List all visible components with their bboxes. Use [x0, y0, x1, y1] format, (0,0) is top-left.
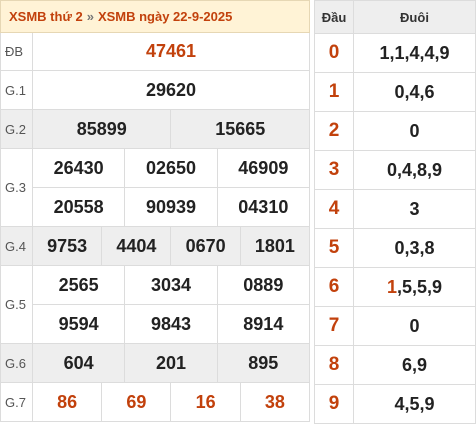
prize-row-db: ĐB 47461 — [0, 32, 310, 71]
prize-label-g1: G.1 — [0, 70, 33, 110]
prize-number: 9753 — [31, 226, 103, 266]
dau-digit: 9 — [314, 384, 354, 424]
dau-digit: 4 — [314, 189, 354, 229]
prize-number: 69 — [101, 382, 172, 422]
prize-label-g7: G.7 — [0, 382, 33, 422]
duoi-rest-digits: ,5,5,9 — [396, 276, 443, 297]
prize-row-g2: G.2 85899 15665 — [0, 109, 310, 149]
dau-column-header: Đầu — [314, 0, 354, 34]
dau-duoi-row: 5 0,3,8 — [314, 228, 476, 268]
duoi-highlight-digit: 1 — [386, 276, 397, 297]
prize-number: 9594 — [31, 304, 126, 344]
xsmb-weekday-link[interactable]: XSMB thứ 2 — [9, 9, 83, 24]
dau-duoi-row: 0 1,1,4,4,9 — [314, 33, 476, 73]
prize-row-g3: G.3 26430 02650 46909 — [0, 148, 311, 227]
xsmb-date-link[interactable]: XSMB ngày 22-9-2025 — [97, 9, 233, 24]
dau-duoi-row: 2 0 — [314, 111, 476, 151]
dau-duoi-row: 6 1,5,5,9 — [314, 267, 476, 307]
duoi-digits: 6,9 — [353, 345, 476, 385]
prize-number: 47461 — [32, 32, 310, 71]
dau-duoi-row: 7 0 — [314, 306, 476, 346]
prize-number: 26430 — [31, 148, 126, 188]
prize-number: 9843 — [124, 304, 218, 344]
prize-label-g5: G.5 — [0, 265, 33, 344]
duoi-digits: 1,1,4,4,9 — [353, 33, 476, 73]
duoi-digits: 1,5,5,9 — [353, 267, 476, 307]
dau-duoi-table: Đầu Đuôi 0 1,1,4,4,9 1 0,4,6 2 0 3 0,4,8… — [314, 0, 476, 424]
prize-number: 02650 — [124, 148, 218, 188]
dau-digit: 7 — [314, 306, 354, 346]
prize-number: 04310 — [216, 187, 311, 227]
prize-number: 604 — [31, 343, 126, 383]
dau-duoi-row: 8 6,9 — [314, 345, 476, 385]
duoi-digits: 0,4,6 — [353, 72, 476, 112]
prize-number: 90939 — [124, 187, 218, 227]
prize-number: 29620 — [32, 70, 310, 110]
prize-number: 0670 — [170, 226, 241, 266]
duoi-digits: 4,5,9 — [353, 384, 476, 424]
prize-label-g4: G.4 — [0, 226, 33, 266]
prize-label-db: ĐB — [0, 32, 33, 71]
duoi-digits: 0 — [353, 111, 476, 151]
dau-digit: 0 — [314, 33, 354, 73]
prize-number: 46909 — [216, 148, 311, 188]
prize-number: 0889 — [216, 265, 311, 305]
dau-duoi-row: 4 3 — [314, 189, 476, 229]
prize-number: 1801 — [239, 226, 311, 266]
prize-number: 201 — [124, 343, 218, 383]
prize-number: 20558 — [31, 187, 126, 227]
prize-row-g7: G.7 86 69 16 38 — [0, 382, 311, 422]
prize-number: 86 — [31, 382, 103, 422]
prize-row-g5-second: 9594 9843 8914 — [1, 304, 311, 344]
dau-digit: 5 — [314, 228, 354, 268]
prize-number: 85899 — [31, 109, 172, 149]
duoi-column-header: Đuôi — [353, 0, 476, 34]
dau-digit: 2 — [314, 111, 354, 151]
duoi-digits: 3 — [353, 189, 476, 229]
breadcrumb-separator: » — [86, 9, 94, 24]
duoi-digits: 0 — [353, 306, 476, 346]
dau-duoi-header: Đầu Đuôi — [314, 0, 476, 34]
results-header: XSMB thứ 2» XSMB ngày 22-9-2025 — [0, 0, 310, 33]
prize-number: 4404 — [101, 226, 172, 266]
prize-row-g6: G.6 604 201 895 — [0, 343, 311, 383]
dau-duoi-row: 3 0,4,8,9 — [314, 150, 476, 190]
prize-row-g4: G.4 9753 4404 0670 1801 — [0, 226, 311, 266]
dau-duoi-row: 1 0,4,6 — [314, 72, 476, 112]
prize-row-g5: G.5 2565 3034 0889 — [0, 265, 311, 344]
prize-label-g3: G.3 — [0, 148, 33, 227]
prize-number: 3034 — [124, 265, 218, 305]
dau-duoi-row: 9 4,5,9 — [314, 384, 476, 424]
prize-label-g2: G.2 — [0, 109, 33, 149]
prize-number: 895 — [216, 343, 311, 383]
prize-label-g6: G.6 — [0, 343, 33, 383]
results-table: XSMB thứ 2» XSMB ngày 22-9-2025 ĐB 47461 … — [0, 0, 311, 422]
prize-number: 15665 — [170, 109, 310, 149]
prize-row-g1: G.1 29620 — [0, 70, 310, 110]
prize-number: 38 — [239, 382, 311, 422]
dau-digit: 1 — [314, 72, 354, 112]
dau-digit: 6 — [314, 267, 354, 307]
duoi-digits: 0,4,8,9 — [353, 150, 476, 190]
duoi-digits: 0,3,8 — [353, 228, 476, 268]
prize-number: 2565 — [31, 265, 126, 305]
dau-digit: 8 — [314, 345, 354, 385]
dau-digit: 3 — [314, 150, 354, 190]
prize-number: 8914 — [216, 304, 311, 344]
prize-number: 16 — [170, 382, 241, 422]
prize-row-g3-second: 20558 90939 04310 — [1, 187, 311, 227]
